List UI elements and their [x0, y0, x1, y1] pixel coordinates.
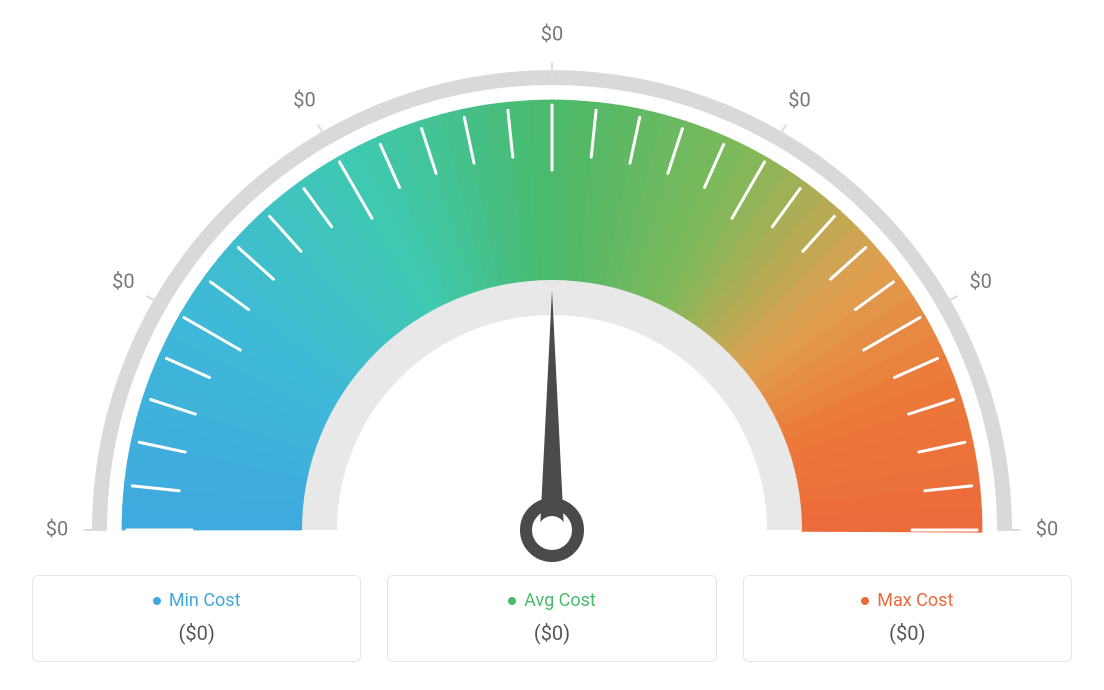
legend-row: Min Cost ($0) Avg Cost ($0) Max Cost ($0…: [32, 575, 1072, 663]
gauge-chart: $0 $0 $0 $0 $0 $0 $0: [0, 10, 1104, 570]
legend-dot-max: [861, 597, 869, 605]
svg-text:$0: $0: [46, 516, 68, 540]
legend-box-max: Max Cost ($0): [743, 575, 1072, 663]
legend-box-min: Min Cost ($0): [32, 575, 361, 663]
legend-label-max: Max Cost: [877, 590, 953, 611]
legend-label-min: Min Cost: [169, 590, 241, 611]
legend-value-max: ($0): [744, 621, 1071, 645]
svg-text:$0: $0: [293, 88, 315, 112]
svg-text:$0: $0: [788, 88, 810, 112]
legend-value-avg: ($0): [388, 621, 715, 645]
legend-dot-avg: [508, 597, 516, 605]
legend-value-min: ($0): [33, 621, 360, 645]
svg-text:$0: $0: [541, 21, 563, 45]
legend-label-avg: Avg Cost: [524, 590, 596, 611]
svg-text:$0: $0: [969, 269, 991, 293]
legend-box-avg: Avg Cost ($0): [387, 575, 716, 663]
svg-text:$0: $0: [112, 269, 134, 293]
legend-dot-min: [153, 597, 161, 605]
svg-text:$0: $0: [1036, 516, 1058, 540]
gauge-svg: $0 $0 $0 $0 $0 $0 $0: [32, 10, 1072, 570]
